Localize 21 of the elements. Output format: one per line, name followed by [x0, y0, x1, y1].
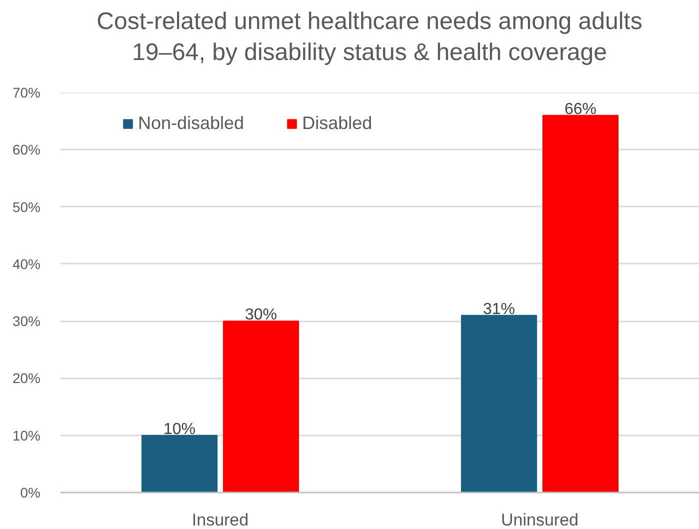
- y-tick-label: 20%: [12, 370, 41, 386]
- y-tick-label: 50%: [12, 198, 41, 215]
- data-label: 31%: [483, 300, 516, 318]
- bar: [460, 314, 538, 492]
- data-label: 30%: [244, 306, 278, 324]
- bar: [141, 434, 218, 492]
- bar: [542, 114, 619, 492]
- x-tick-label: Uninsured: [501, 510, 579, 529]
- y-tick-label: 40%: [12, 256, 41, 272]
- chart-title: Cost-related unmet healthcare needs among adults 19–64, by disability status & health coverage: [96, 7, 644, 68]
- data-label: 10%: [164, 420, 196, 438]
- y-tick-label: 30%: [12, 313, 41, 330]
- legend-label: Disabled: [302, 113, 372, 134]
- x-tick-label: Insured: [192, 510, 249, 529]
- data-label: 66%: [564, 100, 597, 118]
- legend-label: Non-disabled: [138, 113, 244, 134]
- bar: [222, 320, 300, 492]
- y-tick-label: 0%: [20, 484, 40, 500]
- y-tick-label: 60%: [12, 142, 41, 158]
- y-tick-label: 70%: [12, 84, 41, 100]
- y-tick-label: 10%: [12, 427, 41, 444]
